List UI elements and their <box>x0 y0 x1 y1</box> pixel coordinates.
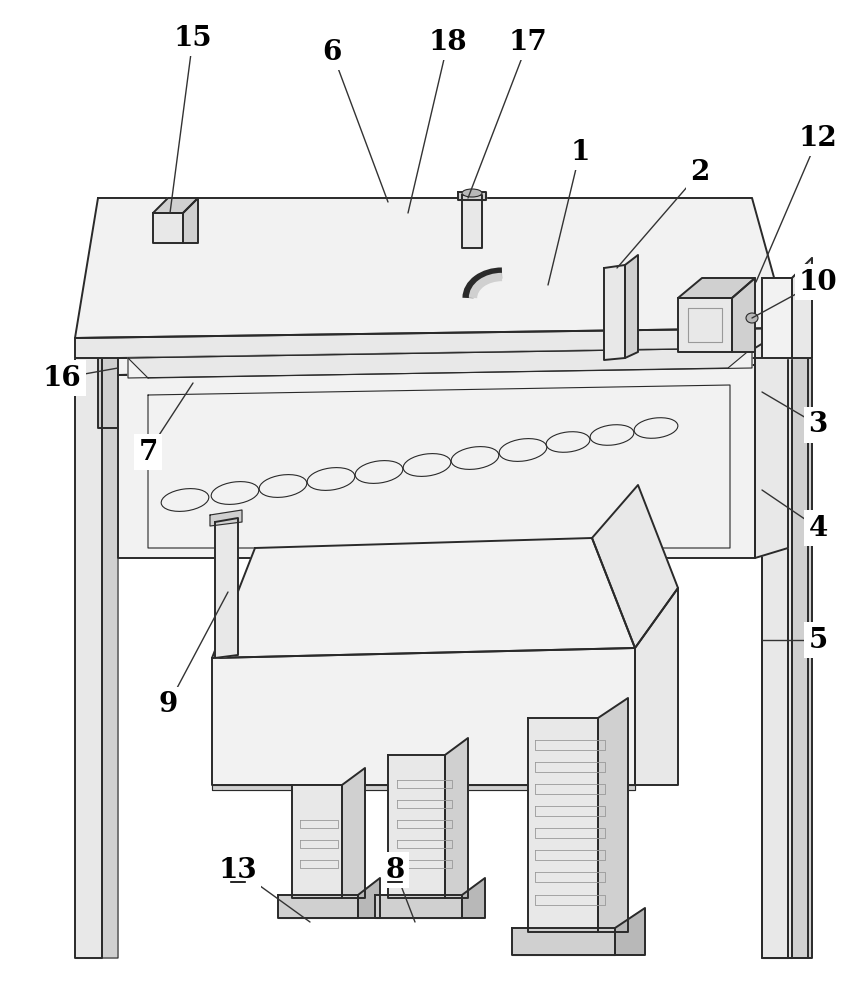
Polygon shape <box>153 198 198 213</box>
Text: 17: 17 <box>509 28 547 55</box>
Polygon shape <box>755 328 788 558</box>
Polygon shape <box>153 213 183 243</box>
Polygon shape <box>604 265 625 360</box>
Text: 12: 12 <box>799 124 838 151</box>
Polygon shape <box>118 348 755 375</box>
Polygon shape <box>75 338 102 958</box>
Text: 10: 10 <box>799 268 838 296</box>
Text: 4: 4 <box>808 514 827 542</box>
Polygon shape <box>148 385 730 548</box>
Polygon shape <box>762 328 788 958</box>
Text: 16: 16 <box>43 364 82 391</box>
Text: 6: 6 <box>322 38 342 66</box>
Polygon shape <box>210 510 242 526</box>
Polygon shape <box>358 878 380 918</box>
Polygon shape <box>625 255 638 358</box>
Polygon shape <box>212 538 635 658</box>
Polygon shape <box>678 298 732 352</box>
Polygon shape <box>762 278 792 358</box>
Polygon shape <box>732 278 755 352</box>
Polygon shape <box>512 928 615 955</box>
Polygon shape <box>462 878 485 918</box>
Polygon shape <box>278 895 358 918</box>
Polygon shape <box>615 908 645 955</box>
Polygon shape <box>728 198 752 428</box>
Polygon shape <box>445 738 468 898</box>
Text: 13: 13 <box>219 856 258 884</box>
Polygon shape <box>75 198 788 338</box>
Polygon shape <box>598 698 628 932</box>
Polygon shape <box>342 768 365 898</box>
Polygon shape <box>788 310 808 958</box>
Polygon shape <box>98 198 122 428</box>
Text: 2: 2 <box>691 158 710 186</box>
Polygon shape <box>183 198 198 243</box>
Polygon shape <box>128 348 752 378</box>
Polygon shape <box>102 320 118 958</box>
Polygon shape <box>388 755 445 898</box>
Polygon shape <box>635 588 678 785</box>
Polygon shape <box>212 785 635 790</box>
Polygon shape <box>462 195 482 248</box>
Polygon shape <box>762 278 792 958</box>
Polygon shape <box>118 365 755 558</box>
Ellipse shape <box>462 189 482 197</box>
Text: 3: 3 <box>808 412 827 438</box>
Polygon shape <box>215 518 238 658</box>
Text: 18: 18 <box>429 28 467 55</box>
Polygon shape <box>678 278 755 298</box>
Polygon shape <box>212 648 635 785</box>
Text: 15: 15 <box>174 24 212 51</box>
Text: 9: 9 <box>158 692 178 718</box>
Text: 1: 1 <box>570 138 589 165</box>
Polygon shape <box>292 785 342 898</box>
Ellipse shape <box>746 313 758 323</box>
Polygon shape <box>528 718 598 932</box>
Text: 5: 5 <box>808 626 827 654</box>
Polygon shape <box>792 258 812 358</box>
Text: 7: 7 <box>138 438 158 466</box>
Polygon shape <box>128 348 752 378</box>
Polygon shape <box>792 258 812 958</box>
Polygon shape <box>75 328 788 358</box>
Text: 8: 8 <box>386 856 405 884</box>
Polygon shape <box>375 895 462 918</box>
Polygon shape <box>592 485 678 648</box>
Polygon shape <box>458 192 486 200</box>
